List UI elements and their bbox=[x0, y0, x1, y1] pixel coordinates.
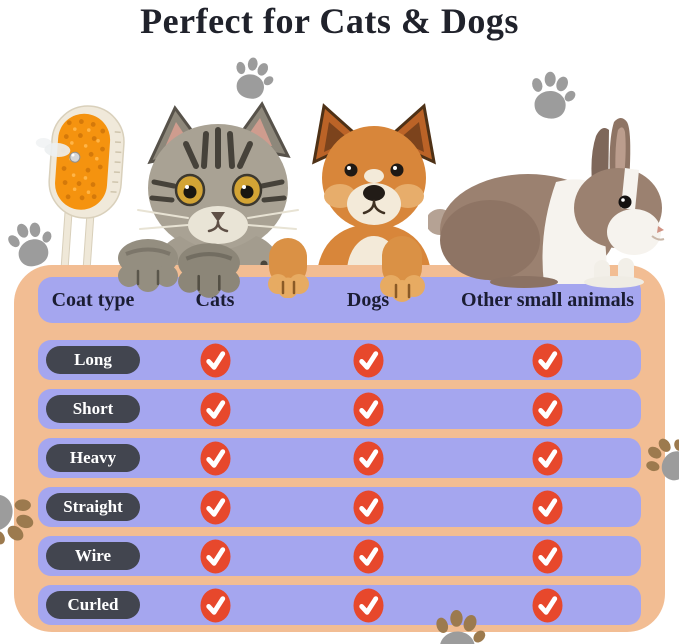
rabbit-illustration bbox=[428, 112, 668, 288]
check-icon bbox=[352, 588, 384, 623]
check-icon bbox=[532, 539, 563, 574]
row-label-pill: Wire bbox=[46, 542, 140, 570]
check-icon bbox=[532, 490, 563, 525]
cat-paw-overlay bbox=[176, 242, 242, 298]
check-icon bbox=[532, 588, 563, 623]
check-icon bbox=[199, 392, 231, 427]
row-label-pill: Straight bbox=[46, 493, 140, 521]
dog-paw-overlay bbox=[266, 238, 310, 298]
check-icon bbox=[532, 441, 563, 476]
steam-brush-illustration bbox=[26, 100, 142, 306]
table-row: Curled bbox=[38, 585, 641, 625]
table-row: Straight bbox=[38, 487, 641, 527]
cat-paw-overlay bbox=[116, 238, 180, 292]
check-icon bbox=[532, 343, 563, 378]
check-icon bbox=[352, 392, 384, 427]
check-icon bbox=[199, 441, 231, 476]
table-row: Short bbox=[38, 389, 641, 429]
row-label-pill: Short bbox=[46, 395, 140, 423]
header-cell-coat-type: Coat type bbox=[51, 288, 135, 311]
check-icon bbox=[199, 588, 231, 623]
table-row: Heavy bbox=[38, 438, 641, 478]
check-icon bbox=[352, 539, 384, 574]
row-label-pill: Long bbox=[46, 346, 140, 374]
paw-print-icon bbox=[430, 607, 489, 644]
check-icon bbox=[532, 392, 563, 427]
check-icon bbox=[352, 490, 384, 525]
page-title: Perfect for Cats & Dogs bbox=[140, 1, 519, 41]
table-row: Long bbox=[38, 340, 641, 380]
row-label-pill: Heavy bbox=[46, 444, 140, 472]
table-row: Wire bbox=[38, 536, 641, 576]
row-label-pill: Curled bbox=[46, 591, 140, 619]
dog-paw-overlay bbox=[378, 236, 426, 302]
header-cell-dogs: Dogs bbox=[346, 288, 390, 311]
check-icon bbox=[352, 343, 384, 378]
check-icon bbox=[199, 490, 231, 525]
header-cell-other-small-animals: Other small animals bbox=[461, 288, 634, 311]
check-icon bbox=[352, 441, 384, 476]
check-icon bbox=[199, 539, 231, 574]
comparison-table: Coat type Cats Dogs Other small animals … bbox=[14, 265, 665, 632]
check-icon bbox=[199, 343, 231, 378]
